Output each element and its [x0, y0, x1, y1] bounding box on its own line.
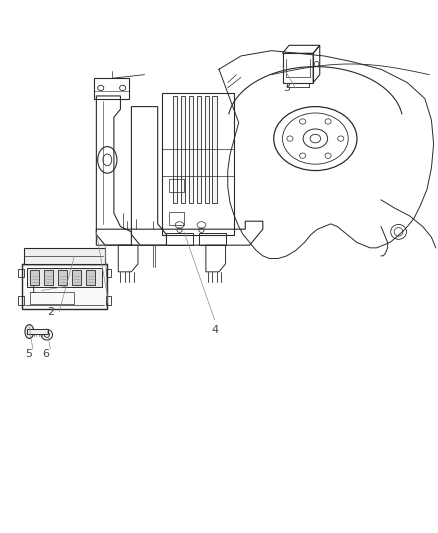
Bar	[169, 179, 184, 192]
Bar	[58, 270, 67, 285]
Bar	[24, 248, 105, 264]
Polygon shape	[197, 96, 201, 203]
Polygon shape	[173, 96, 177, 203]
Bar	[169, 212, 184, 225]
Polygon shape	[212, 96, 217, 203]
Bar	[30, 270, 39, 285]
Bar	[72, 270, 81, 285]
Bar	[94, 78, 129, 99]
Polygon shape	[189, 96, 193, 203]
Bar	[44, 270, 53, 285]
Bar	[18, 296, 24, 305]
Bar	[162, 93, 234, 235]
Text: 1: 1	[29, 286, 36, 295]
Ellipse shape	[41, 329, 53, 340]
Ellipse shape	[25, 325, 34, 338]
Text: 3: 3	[283, 83, 290, 93]
Bar	[27, 268, 102, 287]
Bar	[199, 233, 226, 245]
Text: 4: 4	[211, 326, 218, 335]
Bar	[283, 53, 313, 83]
Polygon shape	[181, 96, 185, 203]
Bar	[18, 269, 24, 277]
Bar	[86, 270, 95, 285]
Text: 6: 6	[42, 350, 49, 359]
Bar	[22, 264, 107, 309]
Text: 5: 5	[25, 350, 32, 359]
Bar	[30, 292, 74, 304]
Polygon shape	[205, 96, 209, 203]
Bar	[166, 233, 193, 245]
Bar	[27, 329, 48, 334]
Bar	[106, 269, 111, 277]
Text: 2: 2	[47, 307, 54, 317]
Bar	[106, 296, 111, 305]
